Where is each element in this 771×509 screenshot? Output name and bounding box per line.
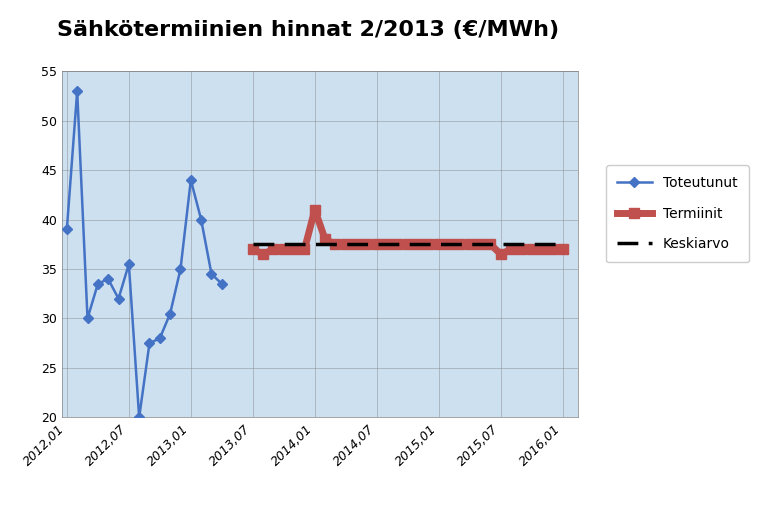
Text: Sähkötermiinien hinnat 2/2013 (€/MWh): Sähkötermiinien hinnat 2/2013 (€/MWh) (57, 20, 560, 40)
Legend: Toteutunut, Termiinit, Keskiarvo: Toteutunut, Termiinit, Keskiarvo (606, 165, 749, 262)
